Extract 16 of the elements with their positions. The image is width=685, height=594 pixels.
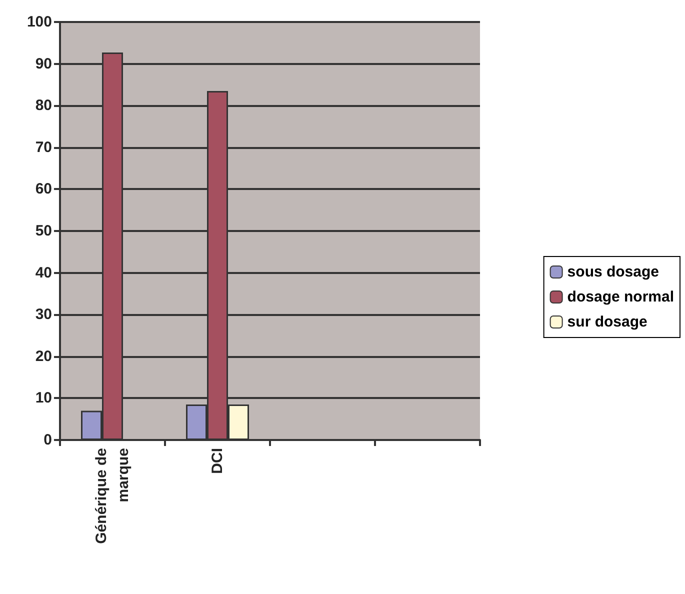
- legend-label: sur dosage: [567, 314, 648, 330]
- x-tick-label: Générique de marque: [93, 448, 132, 544]
- legend-label: sous dosage: [567, 264, 660, 280]
- y-tick-label: 60: [35, 180, 52, 198]
- legend-label: dosage normal: [567, 288, 674, 306]
- y-tick-label: 30: [35, 306, 52, 324]
- y-tick-label: 40: [35, 264, 52, 282]
- x-tick-label: DCI: [209, 448, 226, 474]
- y-tick-label: 100: [26, 14, 52, 30]
- y-tick-label: 50: [35, 222, 52, 240]
- y-tick-label: 20: [35, 348, 52, 365]
- y-tick-label: 80: [35, 97, 52, 114]
- y-tick-label: 90: [35, 55, 52, 72]
- y-tick-label: 0: [44, 432, 52, 448]
- y-tick-label: 70: [35, 138, 52, 156]
- y-tick-label: 10: [35, 390, 52, 407]
